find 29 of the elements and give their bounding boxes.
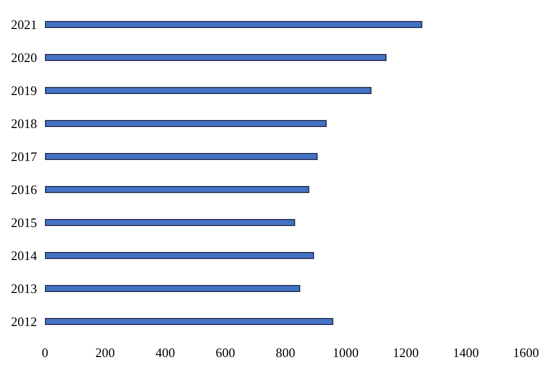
- bar: [45, 285, 300, 292]
- bar: [45, 186, 310, 193]
- y-tick-label: 2015: [11, 215, 37, 230]
- x-tick-label: 1000: [332, 345, 359, 360]
- x-tick-label: 1600: [513, 345, 539, 360]
- y-tick-label: 2012: [11, 314, 37, 329]
- y-tick-label: 2020: [11, 50, 37, 65]
- x-tick-label: 800: [276, 345, 296, 360]
- bar: [45, 219, 296, 226]
- y-tick-label: 2018: [11, 116, 37, 131]
- x-tick-label: 200: [95, 345, 115, 360]
- y-tick-label: 2016: [11, 182, 38, 197]
- y-tick-label: 2017: [11, 149, 38, 164]
- bar: [45, 120, 327, 127]
- y-tick-label: 2013: [11, 281, 37, 296]
- y-tick-label: 2014: [11, 248, 38, 263]
- x-tick-label: 1200: [392, 345, 419, 360]
- bar: [45, 21, 422, 28]
- x-tick-label: 600: [216, 345, 236, 360]
- y-tick-label: 2021: [11, 17, 37, 32]
- bar: [45, 318, 334, 325]
- x-tick-label: 0: [42, 345, 48, 360]
- bar: [45, 54, 387, 61]
- bar: [45, 153, 318, 160]
- y-tick-label: 2019: [11, 83, 37, 98]
- bar: [45, 252, 314, 259]
- x-tick-label: 400: [156, 345, 175, 360]
- x-tick-label: 1400: [452, 345, 479, 360]
- bar: [45, 87, 372, 94]
